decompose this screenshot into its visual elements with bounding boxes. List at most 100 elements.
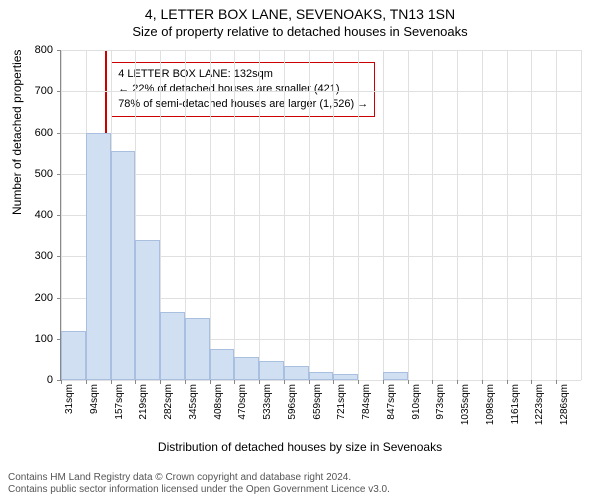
histogram-bar (111, 151, 136, 380)
annotation-box: 4 LETTER BOX LANE: 132sqm ← 22% of detac… (111, 62, 375, 117)
gridline-h (61, 215, 581, 216)
xtick-label: 1035sqm (460, 384, 471, 444)
gridline-v (358, 50, 359, 380)
gridline-v (284, 50, 285, 380)
xtick-mark (135, 380, 136, 384)
xtick-mark (259, 380, 260, 384)
xtick-label: 533sqm (262, 384, 273, 444)
gridline-v (210, 50, 211, 380)
xtick-mark (61, 380, 62, 384)
y-axis-label: Number of detached properties (10, 50, 24, 215)
gridline-v (259, 50, 260, 380)
histogram-bar (259, 361, 284, 380)
histogram-bar (185, 318, 210, 380)
histogram-bar (61, 331, 86, 381)
xtick-label: 596sqm (287, 384, 298, 444)
xtick-mark (408, 380, 409, 384)
xtick-label: 1098sqm (485, 384, 496, 444)
x-axis-label: Distribution of detached houses by size … (0, 440, 600, 454)
footer-line2: Contains public sector information licen… (8, 484, 592, 496)
plot-region: 4 LETTER BOX LANE: 132sqm ← 22% of detac… (60, 50, 581, 381)
xtick-label: 408sqm (213, 384, 224, 444)
xtick-label: 1223sqm (534, 384, 545, 444)
xtick-label: 31sqm (64, 384, 75, 444)
xtick-label: 282sqm (163, 384, 174, 444)
xtick-label: 784sqm (361, 384, 372, 444)
ytick-label: 100 (23, 333, 53, 345)
xtick-mark (482, 380, 483, 384)
ytick-label: 700 (23, 85, 53, 97)
gridline-h (61, 380, 581, 381)
footer: Contains HM Land Registry data © Crown c… (8, 472, 592, 496)
xtick-mark (507, 380, 508, 384)
xtick-mark (383, 380, 384, 384)
xtick-mark (284, 380, 285, 384)
xtick-mark (531, 380, 532, 384)
chart-title: 4, LETTER BOX LANE, SEVENOAKS, TN13 1SN (0, 0, 600, 22)
chart-subtitle: Size of property relative to detached ho… (0, 24, 600, 39)
histogram-bar (160, 312, 185, 380)
xtick-label: 1286sqm (559, 384, 570, 444)
ytick-label: 800 (23, 44, 53, 56)
histogram-bar (309, 372, 334, 380)
xtick-mark (185, 380, 186, 384)
gridline-v (309, 50, 310, 380)
xtick-mark (333, 380, 334, 384)
gridline-v (531, 50, 532, 380)
annotation-line1: 4 LETTER BOX LANE: 132sqm (118, 67, 368, 82)
histogram-bar (284, 366, 309, 380)
chart-container: 4, LETTER BOX LANE, SEVENOAKS, TN13 1SN … (0, 0, 600, 500)
gridline-v (482, 50, 483, 380)
xtick-mark (160, 380, 161, 384)
xtick-label: 219sqm (138, 384, 149, 444)
histogram-bar (234, 357, 259, 380)
gridline-h (61, 133, 581, 134)
xtick-label: 847sqm (386, 384, 397, 444)
ytick-label: 0 (23, 374, 53, 386)
gridline-v (556, 50, 557, 380)
xtick-label: 1161sqm (510, 384, 521, 444)
xtick-mark (457, 380, 458, 384)
ytick-label: 300 (23, 250, 53, 262)
xtick-mark (111, 380, 112, 384)
chart-area: 4 LETTER BOX LANE: 132sqm ← 22% of detac… (60, 50, 580, 420)
xtick-mark (86, 380, 87, 384)
gridline-v (581, 50, 582, 380)
gridline-v (333, 50, 334, 380)
xtick-mark (358, 380, 359, 384)
xtick-label: 157sqm (114, 384, 125, 444)
gridline-h (61, 174, 581, 175)
histogram-bar (210, 349, 235, 380)
gridline-v (234, 50, 235, 380)
xtick-label: 721sqm (336, 384, 347, 444)
xtick-mark (234, 380, 235, 384)
histogram-bar (333, 374, 358, 380)
gridline-v (457, 50, 458, 380)
xtick-label: 910sqm (411, 384, 422, 444)
xtick-label: 659sqm (312, 384, 323, 444)
xtick-label: 470sqm (237, 384, 248, 444)
xtick-mark (432, 380, 433, 384)
xtick-mark (309, 380, 310, 384)
xtick-label: 973sqm (435, 384, 446, 444)
footer-line1: Contains HM Land Registry data © Crown c… (8, 472, 592, 484)
xtick-label: 94sqm (89, 384, 100, 444)
gridline-h (61, 50, 581, 51)
gridline-v (383, 50, 384, 380)
ytick-label: 200 (23, 292, 53, 304)
histogram-bar (86, 133, 111, 381)
gridline-v (432, 50, 433, 380)
xtick-mark (556, 380, 557, 384)
xtick-label: 345sqm (188, 384, 199, 444)
histogram-bar (383, 372, 408, 380)
ytick-label: 600 (23, 127, 53, 139)
ytick-label: 400 (23, 209, 53, 221)
annotation-line2: ← 22% of detached houses are smaller (42… (118, 82, 368, 97)
histogram-bar (135, 240, 160, 380)
gridline-v (507, 50, 508, 380)
xtick-mark (210, 380, 211, 384)
annotation-line3: 78% of semi-detached houses are larger (… (118, 97, 368, 112)
gridline-h (61, 91, 581, 92)
gridline-v (408, 50, 409, 380)
ytick-label: 500 (23, 168, 53, 180)
